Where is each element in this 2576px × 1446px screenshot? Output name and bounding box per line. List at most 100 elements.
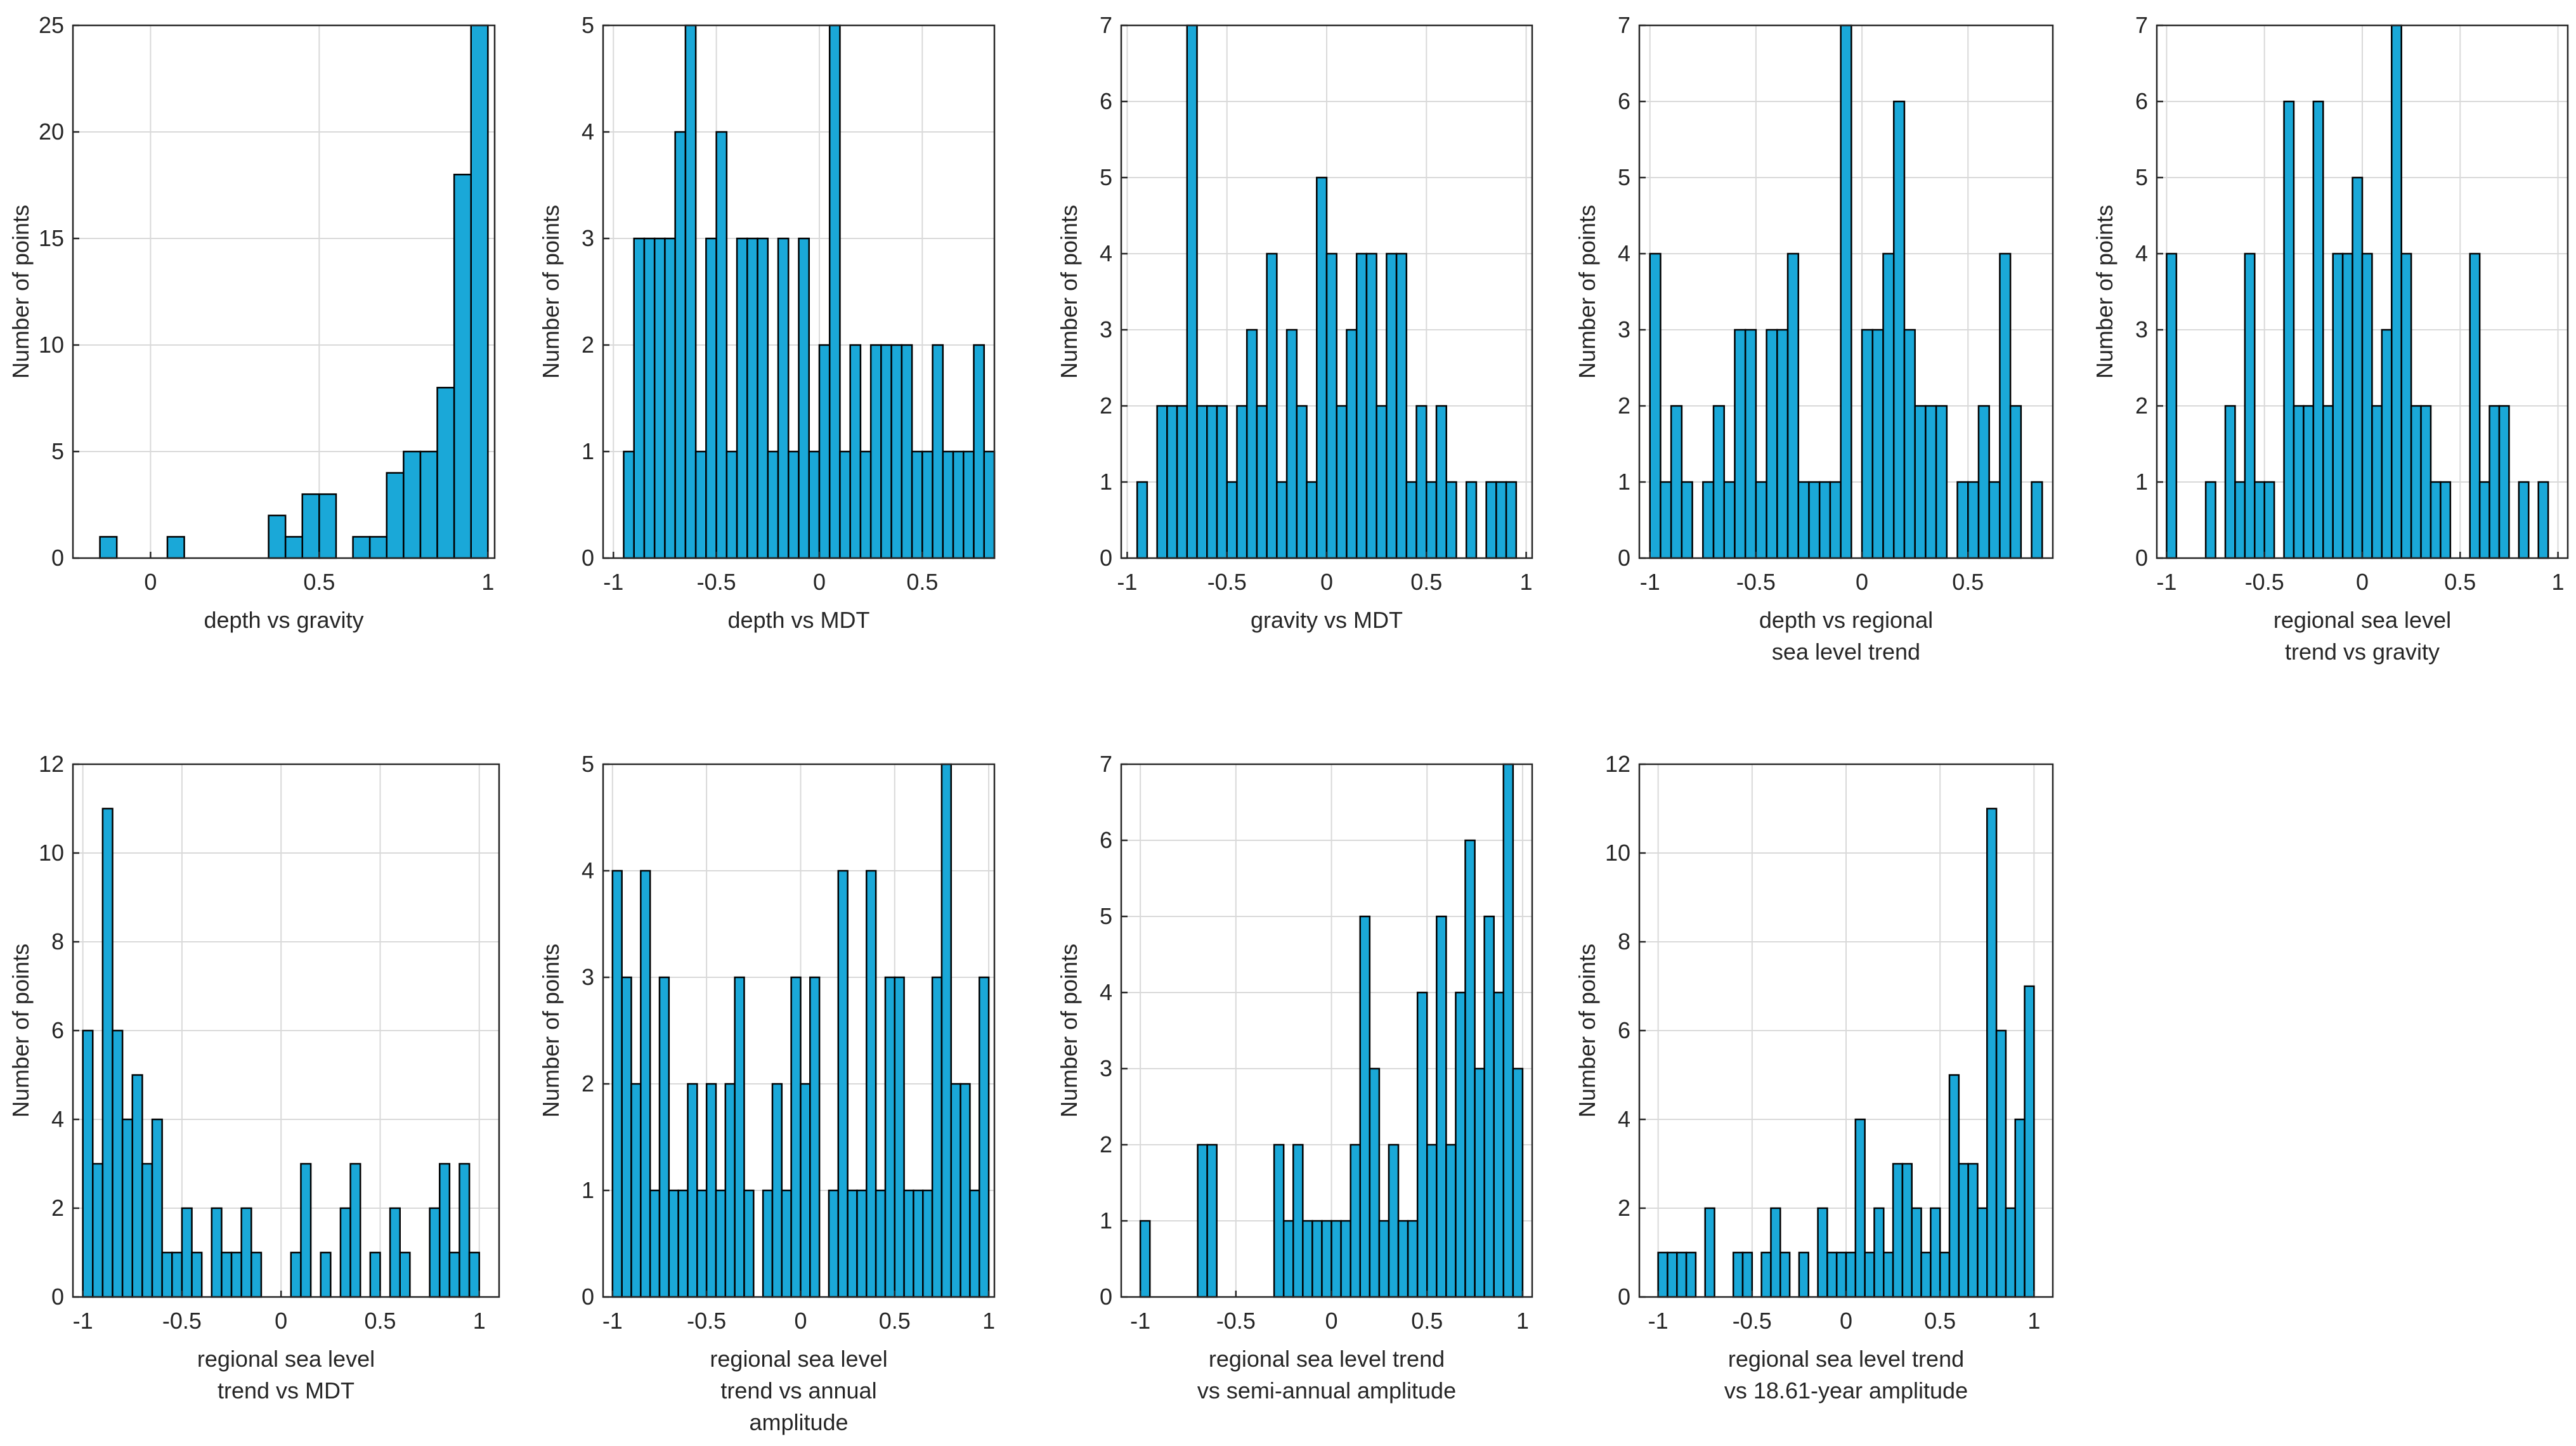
- histogram-bar: [2234, 481, 2246, 559]
- histogram-bar: [1350, 1143, 1361, 1298]
- histogram-bar: [121, 1118, 134, 1298]
- y-tick-label: 2: [582, 1071, 594, 1097]
- x-tick-label: 1: [1516, 1308, 1529, 1334]
- y-tick-label: 0: [1100, 545, 1112, 571]
- y-tick-label: 0: [2135, 545, 2148, 571]
- x-tick-label: 0.5: [1410, 569, 1442, 595]
- histogram-bar: [429, 1207, 441, 1298]
- histogram-bar: [694, 450, 707, 559]
- histogram-bar: [658, 976, 670, 1298]
- histogram-bar: [2537, 481, 2549, 559]
- histogram-bar: [1755, 481, 1767, 559]
- histogram-bar: [839, 450, 851, 559]
- histogram-bar: [1854, 1118, 1866, 1298]
- histogram-bar: [847, 1189, 858, 1298]
- histogram-bar: [2332, 252, 2344, 559]
- y-tick-label: 1: [582, 1177, 594, 1203]
- histogram-bar: [1493, 991, 1505, 1298]
- y-tick-label: 4: [1100, 240, 1112, 266]
- histogram-bar: [1369, 1067, 1381, 1298]
- histogram-bar: [1911, 1207, 1922, 1298]
- histogram-bar: [1779, 1251, 1791, 1298]
- histogram-bar: [1397, 1220, 1409, 1298]
- y-axis-label: Number of points: [1056, 944, 1082, 1117]
- histogram-bar: [828, 24, 841, 559]
- histogram-bar: [2361, 252, 2373, 559]
- histogram-bar: [653, 237, 666, 559]
- histogram-bar: [734, 976, 745, 1298]
- y-tick-label: 5: [2135, 164, 2148, 190]
- histogram-bar: [1977, 405, 1990, 559]
- histogram-bar: [1483, 915, 1495, 1298]
- histogram-bar: [1925, 405, 1937, 559]
- histogram-bar: [1415, 405, 1428, 559]
- y-tick-label: 0: [582, 545, 594, 571]
- histogram-bar: [1266, 252, 1278, 559]
- x-tick-label: -0.5: [2245, 569, 2284, 595]
- y-tick-label: 8: [1618, 928, 1630, 954]
- histogram-bar: [1436, 915, 1447, 1298]
- histogram-bar: [884, 976, 896, 1298]
- y-axis-label: Number of points: [538, 205, 564, 379]
- histogram-bar: [1196, 405, 1208, 559]
- x-tick-label: 1: [2552, 569, 2565, 595]
- x-tick-label: 1: [473, 1308, 486, 1334]
- histogram-bar: [715, 131, 728, 559]
- histogram-bar: [240, 1207, 252, 1298]
- histogram-bar: [1999, 252, 2012, 559]
- histogram-bar: [2224, 405, 2236, 559]
- x-tick-label: -0.5: [1736, 569, 1776, 595]
- histogram-bar: [1732, 1251, 1744, 1298]
- histogram-bar: [696, 1189, 708, 1298]
- histogram-bar: [1464, 839, 1476, 1298]
- histogram-bar: [1883, 1251, 1894, 1298]
- histogram-bar: [2283, 100, 2295, 559]
- histogram-bar: [318, 493, 337, 559]
- y-tick-label: 4: [51, 1106, 64, 1132]
- histogram-bar: [705, 237, 717, 559]
- y-tick-label: 2: [1618, 393, 1630, 419]
- x-tick-label: 0.5: [906, 569, 938, 595]
- x-tick-label: -0.5: [697, 569, 736, 595]
- histogram-panel-8: -1 -0.5 0 0.5 1 0 1 2 3 4 5 6 7 regional sea level tr…: [1056, 751, 1533, 1404]
- histogram-bar: [1995, 1029, 2007, 1298]
- histogram-bar: [800, 1083, 811, 1298]
- histogram-bar: [979, 976, 990, 1298]
- histogram-bar: [643, 237, 656, 559]
- histogram-bar: [230, 1251, 242, 1298]
- histogram-bar: [369, 1251, 381, 1298]
- axes-box: [1638, 24, 2054, 559]
- x-axis-label: trend vs gravity: [2285, 639, 2440, 665]
- x-tick-label: -0.5: [1207, 569, 1247, 595]
- histogram-bar: [2410, 405, 2422, 559]
- x-tick-label: 1: [1520, 569, 1533, 595]
- y-tick-label: 8: [51, 928, 64, 954]
- x-tick-label: 0: [144, 569, 157, 595]
- histogram-bar: [1873, 1207, 1885, 1298]
- y-tick-label: 2: [1100, 1131, 1112, 1157]
- histogram-bar: [649, 1189, 661, 1298]
- x-axis-label: trend vs MDT: [218, 1378, 355, 1404]
- y-tick-label: 0: [1618, 1284, 1630, 1310]
- histogram-bar: [1407, 1220, 1419, 1298]
- histogram-bar: [1378, 1220, 1390, 1298]
- histogram-bar: [859, 450, 872, 559]
- histogram-bar: [2420, 405, 2432, 559]
- histogram-bar: [1139, 1220, 1151, 1298]
- histogram-bar: [1818, 481, 1831, 559]
- x-tick-label: 0.5: [1924, 1308, 1956, 1334]
- histogram-bar: [448, 1251, 460, 1298]
- y-tick-label: 20: [39, 119, 64, 145]
- y-tick-label: 15: [39, 225, 64, 251]
- histogram-bar: [1871, 329, 1884, 559]
- histogram-bar: [1939, 1251, 1951, 1298]
- histogram-bar: [1485, 481, 1497, 559]
- histogram-bar: [1901, 1163, 1913, 1298]
- y-tick-label: 10: [1605, 840, 1630, 866]
- histogram-bar: [436, 386, 455, 559]
- histogram-bar: [1670, 405, 1683, 559]
- histogram-bar: [1216, 405, 1228, 559]
- histogram-bar: [1197, 1143, 1208, 1298]
